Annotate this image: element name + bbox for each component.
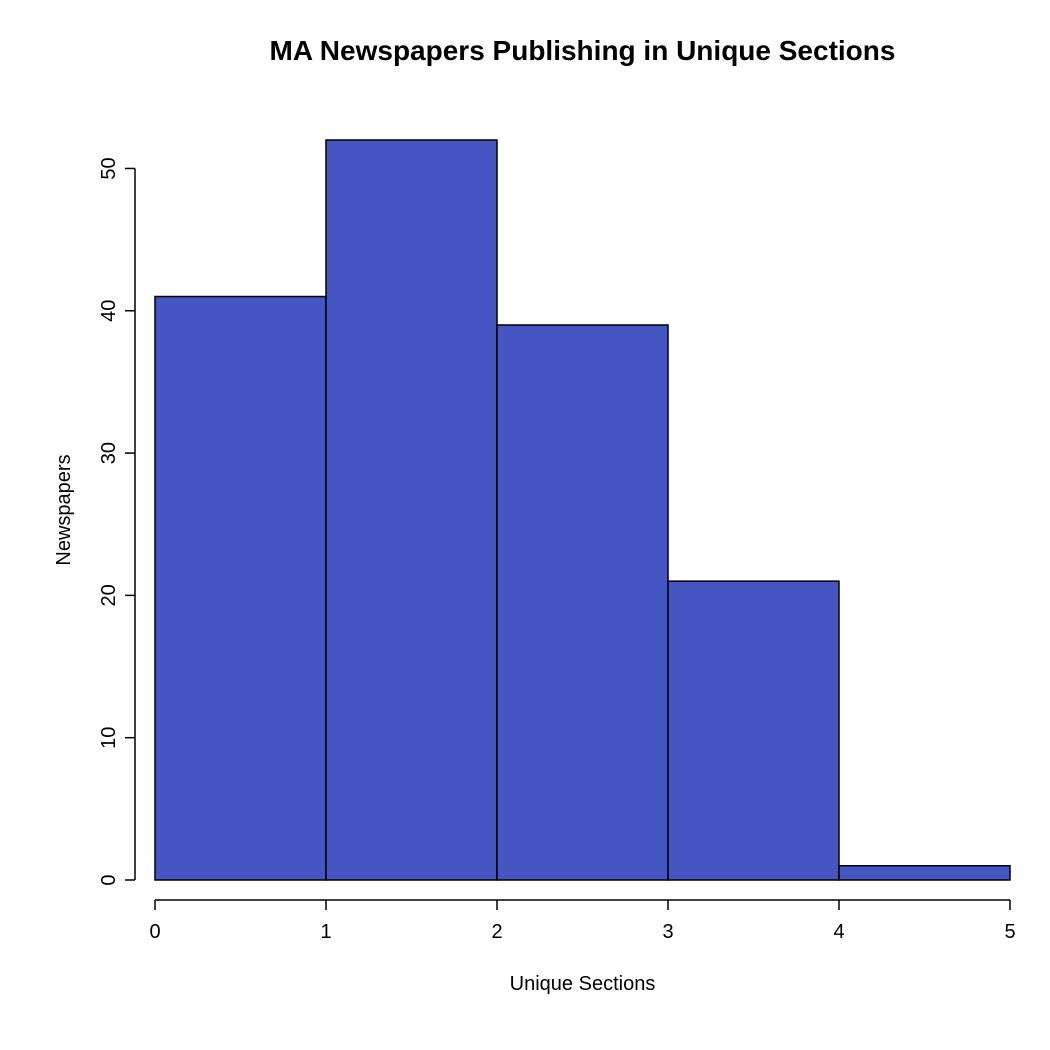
x-axis-label: Unique Sections [510, 973, 656, 995]
x-tick-label: 0 [149, 921, 160, 943]
x-tick-label: 3 [662, 921, 673, 943]
histogram-bar [155, 297, 326, 880]
y-tick-label: 50 [98, 157, 120, 179]
histogram-bar [668, 581, 839, 880]
histogram-chart: MA Newspapers Publishing in Unique Secti… [0, 0, 1050, 1050]
y-tick-label: 20 [98, 584, 120, 606]
y-tick-label: 10 [98, 727, 120, 749]
y-tick-label: 0 [98, 874, 120, 885]
chart-container: MA Newspapers Publishing in Unique Secti… [0, 0, 1050, 1050]
histogram-bar [839, 866, 1010, 880]
y-tick-label: 40 [98, 300, 120, 322]
x-tick-label: 2 [491, 921, 502, 943]
x-tick-label: 4 [833, 921, 844, 943]
histogram-bar [497, 325, 668, 880]
y-tick-label: 30 [98, 442, 120, 464]
x-tick-label: 5 [1004, 921, 1015, 943]
chart-title: MA Newspapers Publishing in Unique Secti… [270, 35, 896, 66]
histogram-bar [326, 140, 497, 880]
x-tick-label: 1 [320, 921, 331, 943]
y-axis-label: Newspapers [53, 454, 75, 565]
